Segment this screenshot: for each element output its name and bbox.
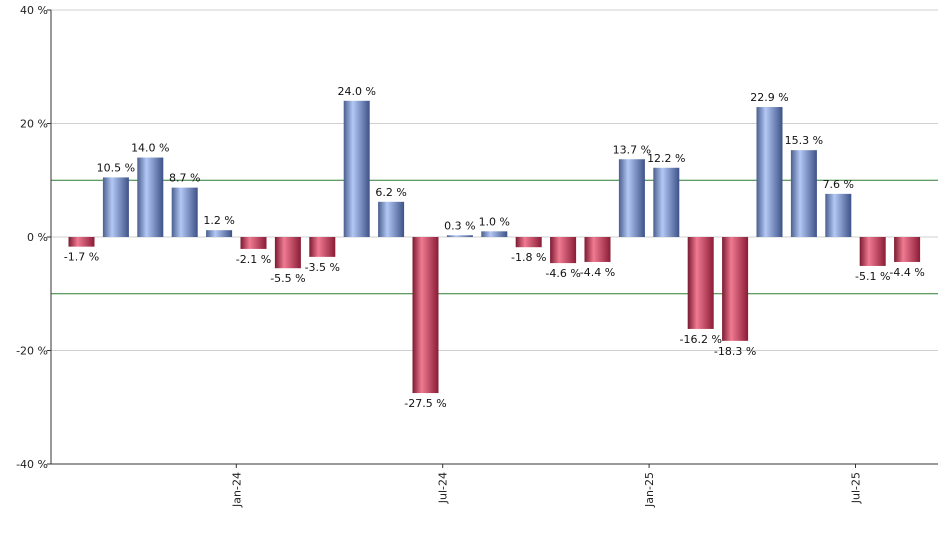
- bar: [343, 100, 370, 237]
- reference-lines: [51, 179, 938, 295]
- bar: [206, 230, 233, 237]
- grid-lines: [51, 9, 938, 351]
- x-tick-label: Jul-25: [850, 472, 863, 504]
- data-label: -4.6 %: [545, 267, 580, 280]
- data-label: 8.7 %: [169, 172, 200, 185]
- bar: [653, 167, 680, 237]
- bar: [790, 150, 817, 237]
- data-label: 0.3 %: [444, 219, 475, 232]
- y-tick-label: -40 %: [16, 458, 48, 471]
- y-tick-label: 20 %: [20, 118, 48, 131]
- bars: [68, 100, 921, 394]
- data-label: 12.2 %: [647, 152, 685, 165]
- data-label: 10.5 %: [97, 161, 135, 174]
- x-tick-label: Jul-24: [437, 472, 450, 504]
- bar: [859, 237, 886, 266]
- bar: [481, 231, 508, 237]
- data-label: -3.5 %: [305, 261, 340, 274]
- data-label: 24.0 %: [337, 85, 375, 98]
- data-label: -5.1 %: [855, 270, 890, 283]
- bar: [687, 237, 714, 329]
- bar: [412, 237, 439, 394]
- x-tick-label: Jan-24: [230, 472, 243, 508]
- data-label: 7.6 %: [823, 178, 854, 191]
- data-label: -4.4 %: [580, 266, 615, 279]
- y-tick-label: -20 %: [16, 345, 48, 358]
- data-label: 1.0 %: [479, 215, 510, 228]
- data-label: -1.7 %: [64, 251, 99, 264]
- data-label: -4.4 %: [889, 266, 924, 279]
- bar: [378, 201, 405, 237]
- y-tick-label: 0 %: [27, 231, 48, 244]
- data-label: -27.5 %: [404, 397, 446, 410]
- data-label: -18.3 %: [714, 345, 756, 358]
- bar: [756, 107, 783, 237]
- data-label: 13.7 %: [613, 143, 651, 156]
- data-label: -5.5 %: [270, 272, 305, 285]
- x-tick-label: Jan-25: [643, 472, 656, 508]
- bar: [171, 187, 198, 237]
- data-label: 1.2 %: [203, 214, 234, 227]
- data-label: -16.2 %: [679, 333, 721, 346]
- data-label: -1.8 %: [511, 251, 546, 264]
- bar: [894, 237, 921, 262]
- data-label: 22.9 %: [750, 91, 788, 104]
- bar: [584, 237, 611, 262]
- data-labels: -1.7 % 10.5 % 14.0 % 8.7 % 1.2 % -2.1 % -5.5 %…: [64, 85, 925, 410]
- data-label: 6.2 %: [375, 186, 406, 199]
- bar: [240, 237, 267, 249]
- bar: [618, 159, 645, 237]
- data-label: 14.0 %: [131, 142, 169, 155]
- bar: [102, 177, 129, 237]
- bar: [68, 237, 95, 247]
- bar: [515, 237, 542, 248]
- bar: [446, 235, 473, 237]
- bar: [550, 237, 577, 264]
- bar: [722, 237, 749, 341]
- data-label: -2.1 %: [236, 253, 271, 266]
- data-label: 15.3 %: [785, 134, 823, 147]
- bar: [825, 193, 852, 237]
- bar: [274, 237, 301, 269]
- y-tick-labels: -40 % -20 % 0 % 20 % 40 %: [16, 4, 51, 471]
- y-tick-label: 40 %: [20, 4, 48, 17]
- bar: [137, 157, 164, 237]
- bar: [309, 237, 336, 257]
- x-tick-labels: Jan-24 Jul-24 Jan-25 Jul-25: [230, 464, 863, 508]
